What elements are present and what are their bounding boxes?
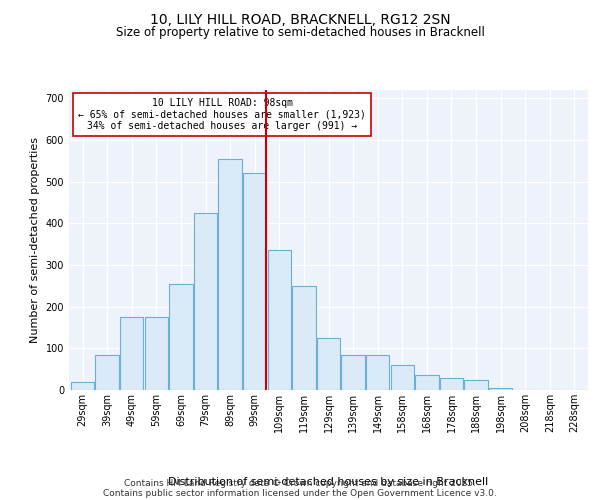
Bar [95,354,119,390]
Bar [440,378,463,390]
Bar [292,286,316,390]
Bar [317,338,340,390]
Bar [464,380,488,390]
Bar [268,250,291,390]
Bar [194,213,217,390]
Text: 10, LILY HILL ROAD, BRACKNELL, RG12 2SN: 10, LILY HILL ROAD, BRACKNELL, RG12 2SN [149,12,451,26]
Bar [391,365,414,390]
Text: 10 LILY HILL ROAD: 98sqm
← 65% of semi-detached houses are smaller (1,923)
34% o: 10 LILY HILL ROAD: 98sqm ← 65% of semi-d… [78,98,366,130]
Bar [366,354,389,390]
Bar [71,382,94,390]
Y-axis label: Number of semi-detached properties: Number of semi-detached properties [30,137,40,343]
Bar [341,354,365,390]
Text: Contains HM Land Registry data © Crown copyright and database right 2025.: Contains HM Land Registry data © Crown c… [124,478,476,488]
Bar [415,376,439,390]
X-axis label: Distribution of semi-detached houses by size in Bracknell: Distribution of semi-detached houses by … [169,476,488,486]
Bar [169,284,193,390]
Bar [218,159,242,390]
Bar [120,317,143,390]
Bar [145,317,168,390]
Text: Contains public sector information licensed under the Open Government Licence v3: Contains public sector information licen… [103,488,497,498]
Bar [489,388,512,390]
Text: Size of property relative to semi-detached houses in Bracknell: Size of property relative to semi-detach… [116,26,484,39]
Bar [243,174,266,390]
